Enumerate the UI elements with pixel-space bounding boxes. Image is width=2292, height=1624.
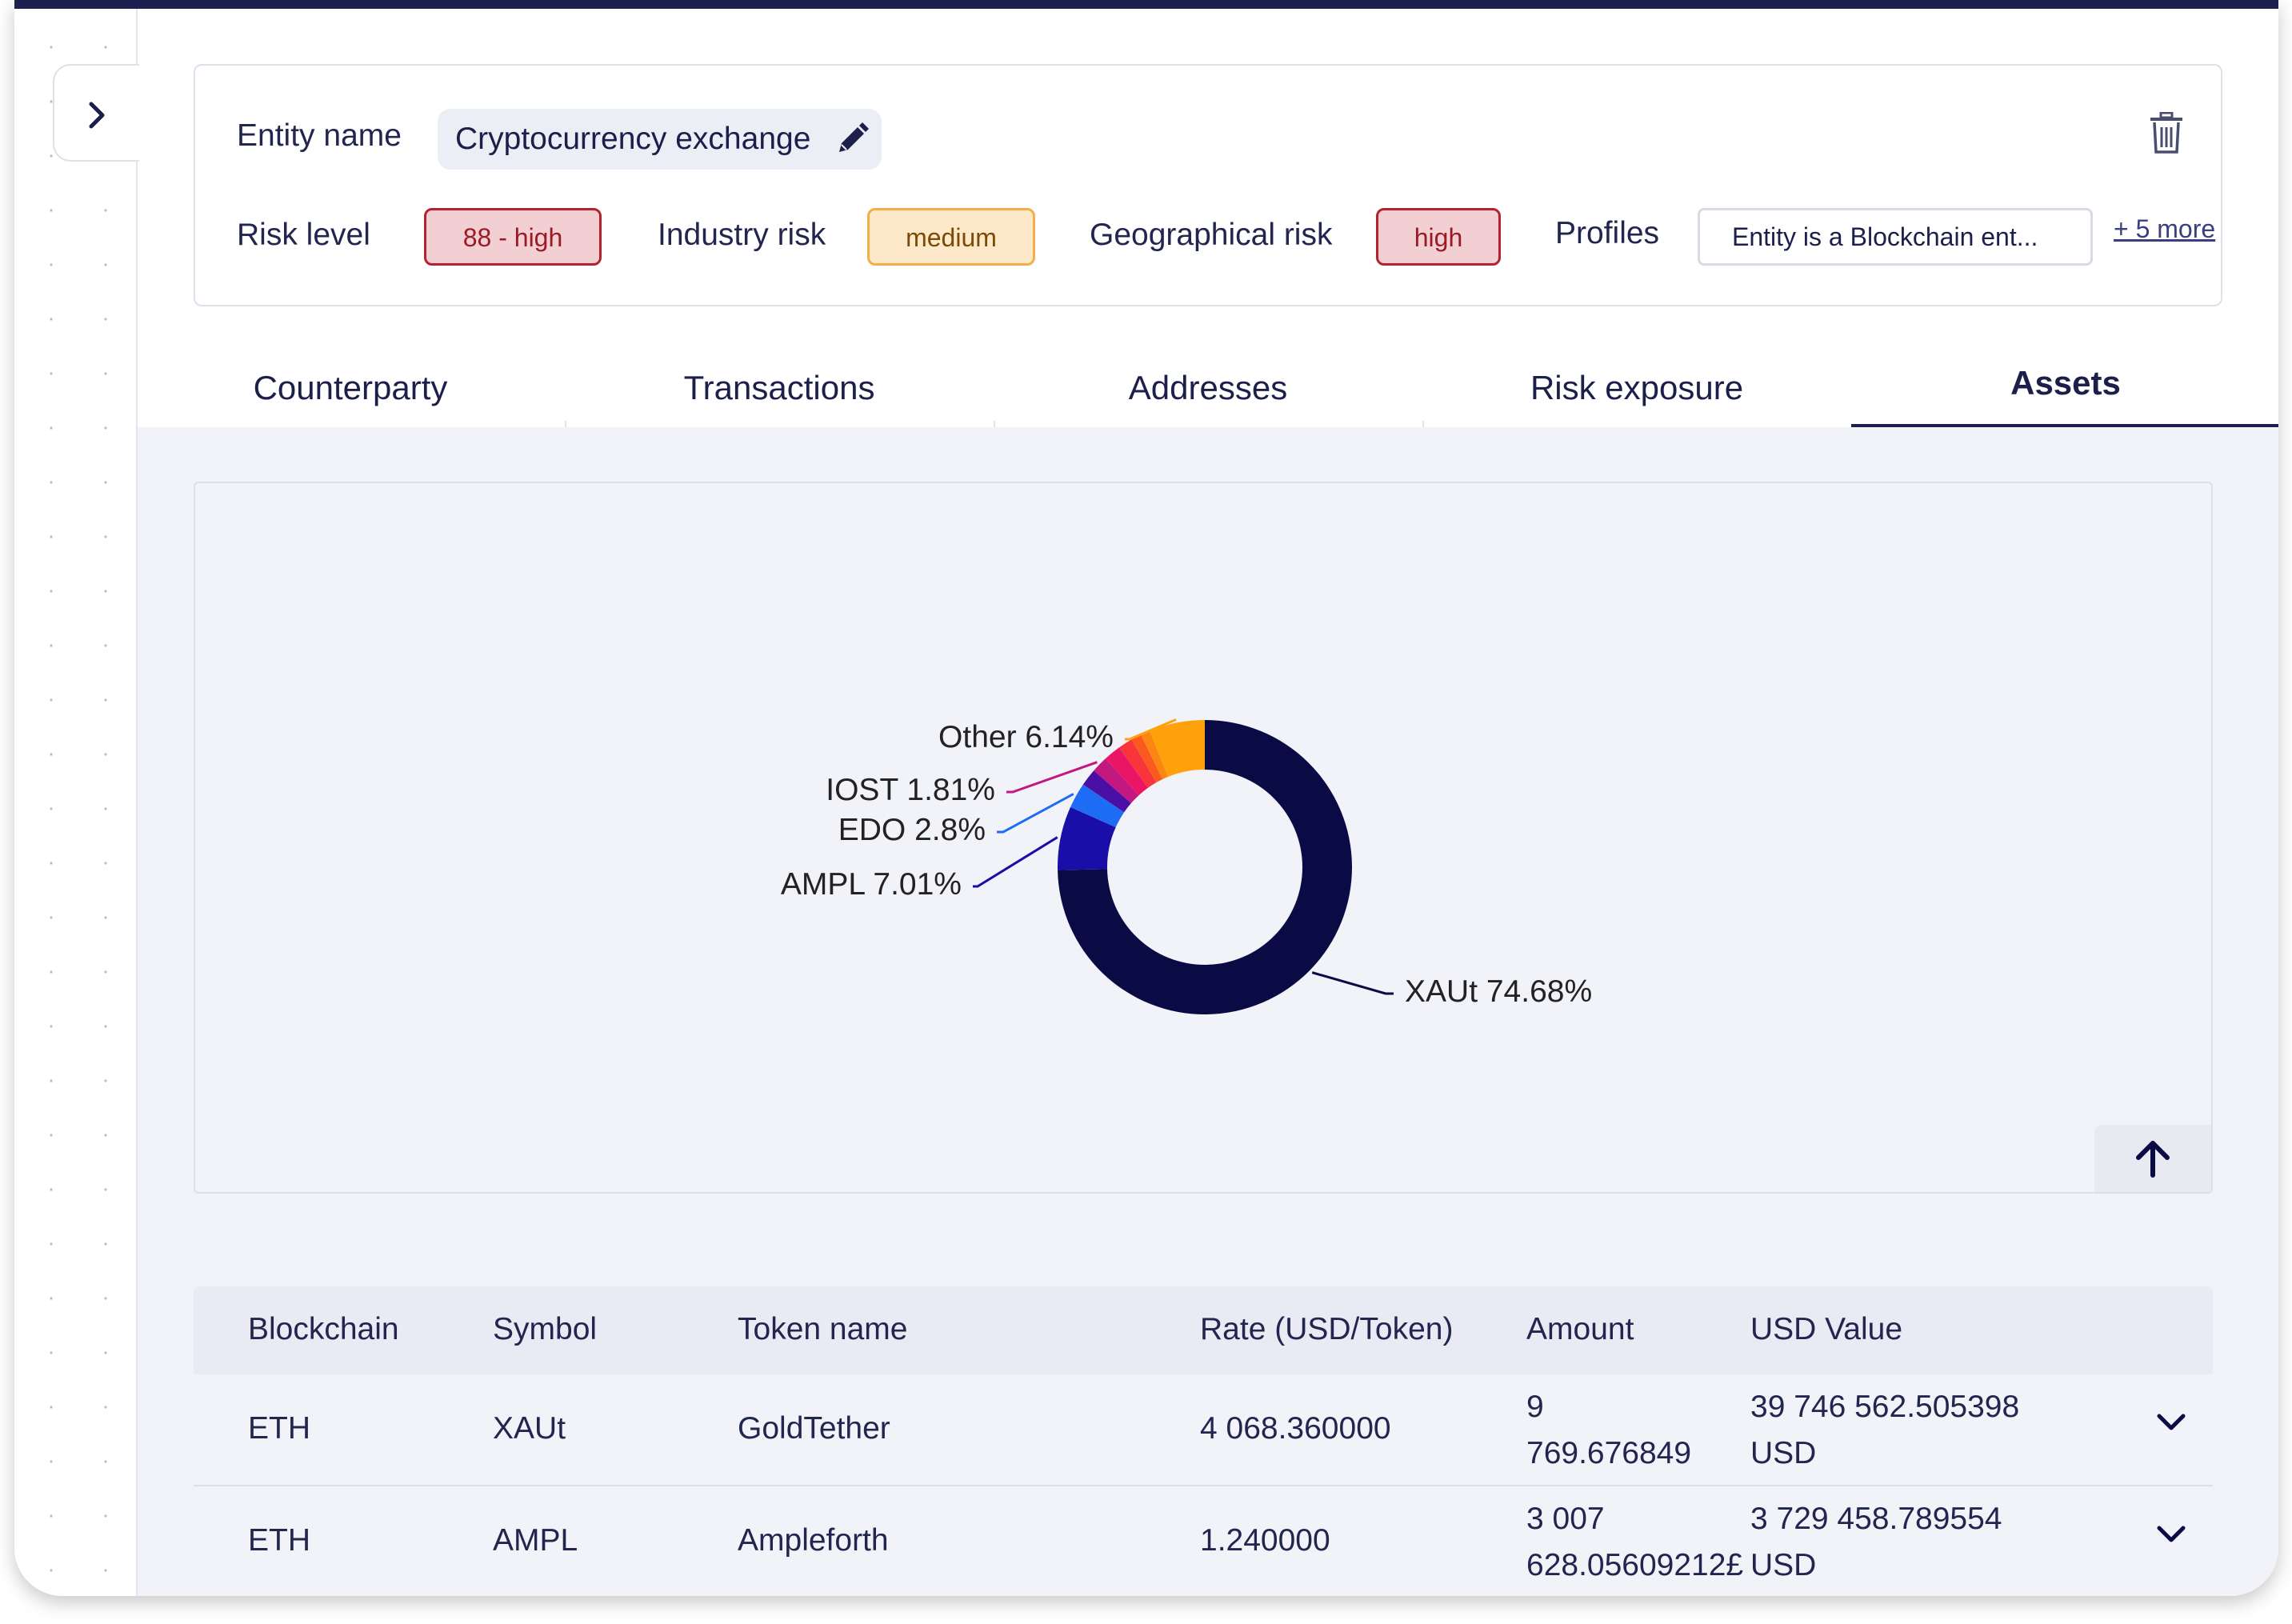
donut-slice[interactable] [1118, 739, 1157, 788]
entity-name-label: Entity name [237, 118, 402, 153]
pencil-icon[interactable] [834, 122, 870, 157]
donut-label-xaut: XAUt 74.68% [1405, 974, 1592, 1009]
app-window: Entity name Cryptocurrency exchange Risk… [14, 0, 2278, 1596]
donut-slice-xaut[interactable] [1058, 720, 1352, 1014]
more-profiles-link[interactable]: + 5 more [2114, 214, 2216, 243]
col-header-rate[interactable]: Rate (USD/Token) [1200, 1312, 1454, 1346]
tab-divider [565, 421, 566, 427]
donut-slice[interactable] [1131, 734, 1163, 783]
donut-leader-line [973, 836, 1058, 888]
donut-slice-iost[interactable] [1094, 758, 1139, 803]
tab-assets[interactable]: Assets [1851, 344, 2278, 429]
chevron-down-icon[interactable] [2155, 1411, 2187, 1434]
industry-risk-badge: medium [867, 208, 1035, 266]
cell-symbol: AMPL [493, 1523, 578, 1558]
cell-amount-line: 628.05609212£ [1526, 1548, 1744, 1582]
donut-slice[interactable] [1105, 747, 1148, 795]
cell-usd-value: 3 729 458.789554 USD [1750, 1496, 2002, 1589]
trash-icon[interactable] [2149, 112, 2184, 154]
col-header-token-name[interactable]: Token name [738, 1312, 908, 1346]
donut-label-edo: EDO 2.8% [838, 813, 986, 847]
cell-usd-line: 3 729 458.789554 [1750, 1502, 2002, 1536]
assets-chart-card: XAUt 74.68% AMPL 7.01% EDO 2.8% IOST 1.81% O… [194, 482, 2213, 1194]
tab-risk-exposure[interactable]: Risk exposure [1530, 369, 1744, 406]
col-header-symbol[interactable]: Symbol [493, 1312, 598, 1346]
geo-risk-badge: high [1376, 208, 1501, 266]
donut-leader-line [1125, 718, 1177, 741]
cell-rate: 1.240000 [1200, 1523, 1330, 1558]
cell-usd-line: 39 746 562.505398 [1750, 1390, 2020, 1424]
cell-token-name: Ampleforth [738, 1523, 889, 1558]
tab-divider [1422, 421, 1424, 427]
donut-slice[interactable] [1141, 730, 1169, 780]
top-bar [14, 0, 2278, 9]
cell-usd-value: 39 746 562.505398 USD [1750, 1384, 2019, 1477]
table-header: Blockchain Symbol Token name Rate (USD/T… [194, 1286, 2213, 1374]
cell-usd-line: USD [1750, 1436, 1817, 1470]
table-row[interactable]: ETH AMPL Ampleforth 1.240000 3 007 628.0… [194, 1486, 2213, 1596]
donut-slice-ampl[interactable] [1058, 806, 1116, 870]
cell-amount: 3 007 628.05609212£ [1526, 1496, 1750, 1589]
cell-token-name: GoldTether [738, 1411, 890, 1446]
donut-leader-line [1311, 971, 1394, 995]
entity-name-chip[interactable]: Cryptocurrency exchange [438, 109, 882, 170]
profiles-label: Profiles [1555, 216, 1660, 250]
cell-amount-line: 3 007 [1526, 1502, 1605, 1536]
cell-amount-line: 769.676849 [1526, 1436, 1692, 1470]
geo-risk-label: Geographical risk [1090, 218, 1333, 252]
risk-level-badge: 88 - high [424, 208, 602, 266]
tab-counterparty[interactable]: Counterparty [253, 369, 448, 406]
col-header-blockchain[interactable]: Blockchain [248, 1312, 399, 1346]
profile-field[interactable]: Entity is a Blockchain ent... [1698, 208, 2093, 266]
donut-leader-line [997, 793, 1074, 834]
tab-transactions[interactable]: Transactions [683, 369, 875, 406]
assets-panel: XAUt 74.68% AMPL 7.01% EDO 2.8% IOST 1.81% O… [138, 427, 2278, 1596]
col-header-usd-value[interactable]: USD Value [1750, 1312, 1903, 1346]
donut-label-ampl: AMPL 7.01% [781, 867, 962, 902]
arrow-up-icon [2136, 1141, 2170, 1178]
donut-slice[interactable] [1082, 770, 1131, 813]
tab-bar: Counterparty Transactions Addresses Risk… [136, 344, 2278, 430]
tab-divider [994, 421, 995, 427]
donut-label-iost: IOST 1.81% [826, 773, 995, 807]
cell-symbol: XAUt [493, 1411, 566, 1446]
tab-addresses[interactable]: Addresses [1128, 369, 1288, 406]
cell-blockchain: ETH [248, 1523, 310, 1558]
chevron-down-icon[interactable] [2155, 1523, 2187, 1546]
cell-usd-line: USD [1750, 1548, 1817, 1582]
risk-level-label: Risk level [237, 218, 370, 252]
scroll-up-button[interactable] [2094, 1125, 2211, 1192]
cell-blockchain: ETH [248, 1411, 310, 1446]
donut-label-other: Other 6.14% [938, 720, 1114, 754]
chevron-right-icon [89, 102, 105, 129]
cell-rate: 4 068.360000 [1200, 1411, 1391, 1446]
entity-name-value: Cryptocurrency exchange [455, 122, 811, 156]
assets-donut-chart: XAUt 74.68% AMPL 7.01% EDO 2.8% IOST 1.81% O… [781, 718, 1592, 1014]
cell-amount: 9 769.676849 [1526, 1384, 1710, 1477]
donut-slice-edo[interactable] [1070, 784, 1125, 828]
cell-amount-line: 9 [1526, 1390, 1544, 1424]
assets-table: Blockchain Symbol Token name Rate (USD/T… [194, 1286, 2213, 1596]
col-header-amount[interactable]: Amount [1526, 1312, 1634, 1346]
entity-card: Entity name Cryptocurrency exchange Risk… [194, 64, 2222, 306]
donut-leader-line [1006, 761, 1098, 794]
table-row[interactable]: ETH XAUt GoldTether 4 068.360000 9 769.6… [194, 1374, 2213, 1486]
expand-sidebar-button[interactable] [53, 64, 139, 162]
left-rail [14, 9, 138, 1596]
donut-slice-other[interactable] [1149, 720, 1205, 777]
industry-risk-label: Industry risk [658, 218, 826, 252]
